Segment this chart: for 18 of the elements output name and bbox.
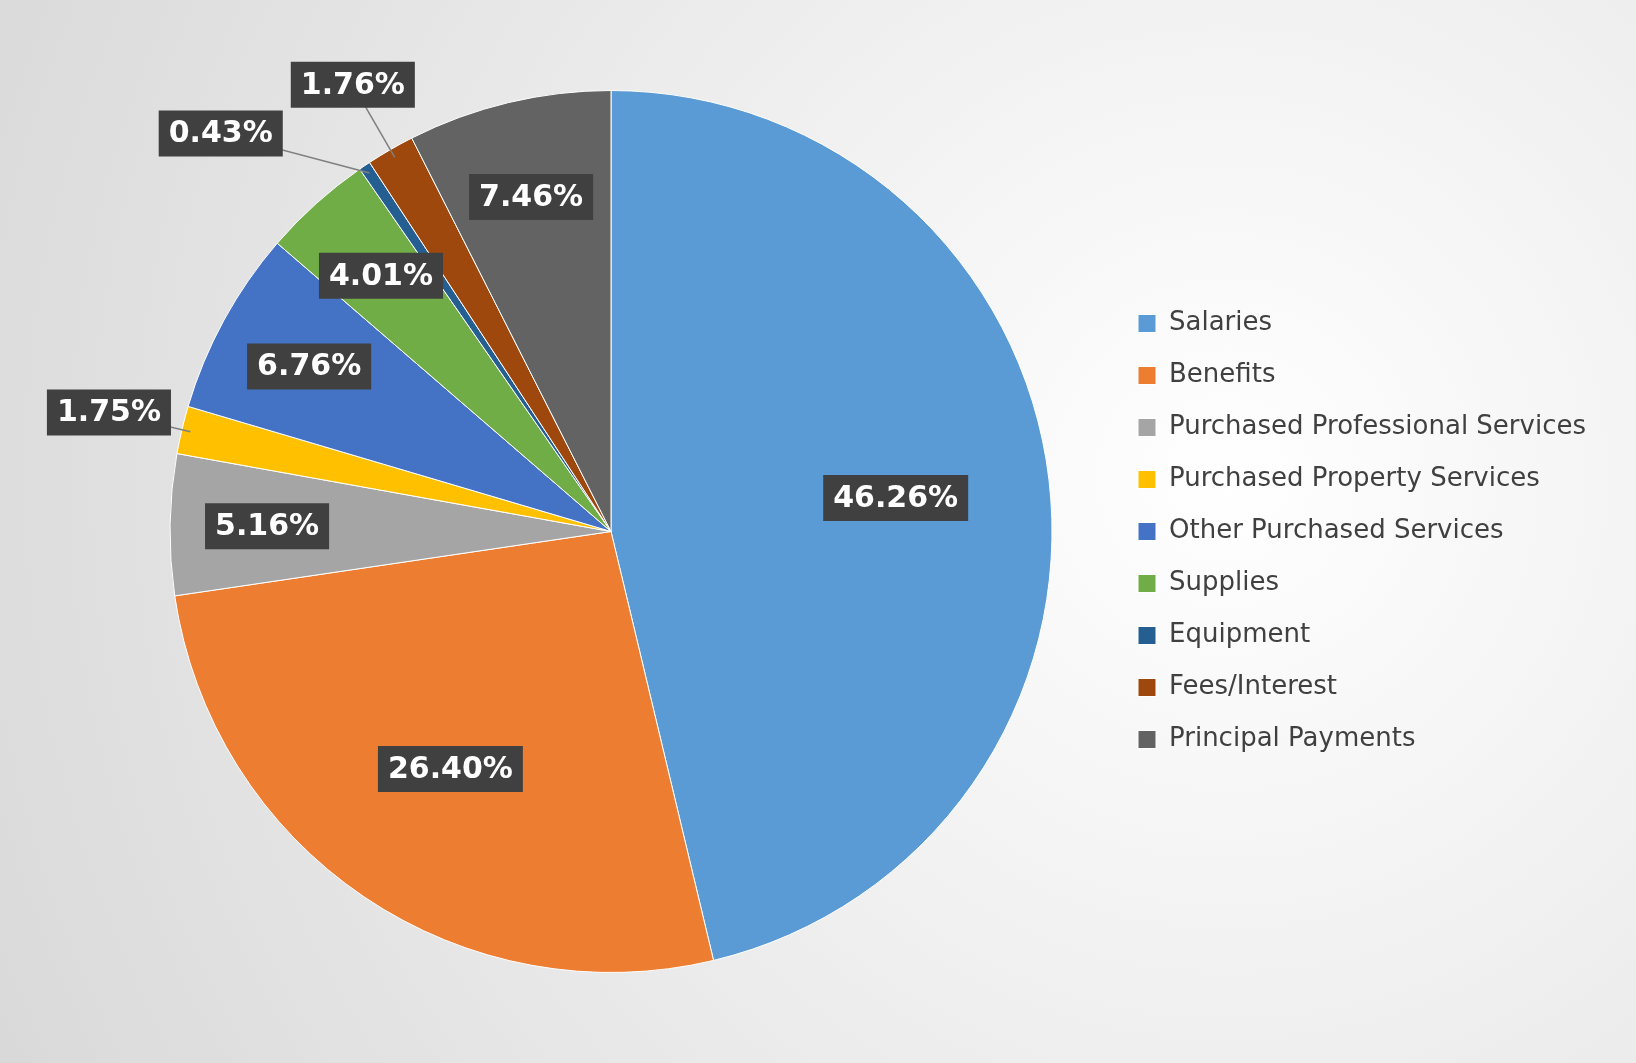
data-label: 26.40% xyxy=(387,749,513,785)
legend-label: Fees/Interest xyxy=(1169,670,1338,701)
data-label: 1.76% xyxy=(300,65,405,101)
legend-label: Other Purchased Services xyxy=(1169,514,1504,545)
legend-label: Purchased Property Services xyxy=(1169,462,1540,493)
legend-label: Supplies xyxy=(1169,566,1279,597)
legend-label: Purchased Professional Services xyxy=(1169,410,1587,441)
data-label: 46.26% xyxy=(833,478,959,514)
legend-label: Equipment xyxy=(1169,618,1311,649)
data-label: 4.01% xyxy=(328,256,434,292)
legend-label: Benefits xyxy=(1169,358,1276,389)
data-label: 5.16% xyxy=(215,506,320,542)
legend-label: Principal Payments xyxy=(1169,722,1416,753)
data-label: 0.43% xyxy=(168,114,273,150)
data-label: 6.76% xyxy=(257,347,362,383)
legend-label: Salaries xyxy=(1169,306,1273,337)
data-label: 1.75% xyxy=(56,393,161,429)
data-label: 7.46% xyxy=(479,177,584,213)
